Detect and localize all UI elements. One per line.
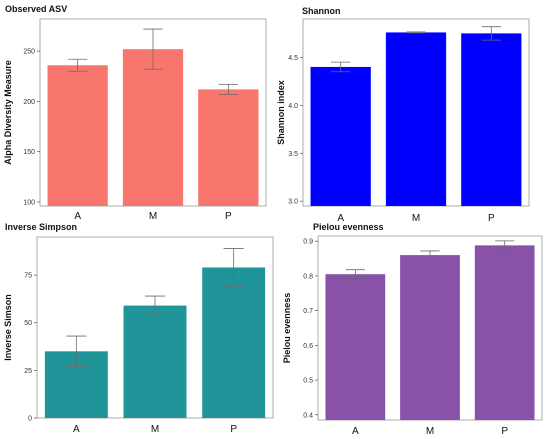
bar-P <box>202 267 266 418</box>
y-tick-label: 100 <box>23 199 35 206</box>
y-tick-label: 3.0 <box>288 199 298 206</box>
category-label: A <box>73 424 80 435</box>
panel-title: Inverse Simpson <box>5 222 77 232</box>
y-axis-label: Alpha Diversity Measure <box>3 60 13 165</box>
panel-title: Shannon <box>302 6 341 16</box>
y-tick-label: 0.8 <box>303 273 313 280</box>
bar-A <box>325 274 386 420</box>
y-tick-label: 3.5 <box>288 151 298 158</box>
bar-A <box>310 66 371 206</box>
y-tick-label: 25 <box>24 368 32 375</box>
y-tick-label: 250 <box>23 49 35 56</box>
y-tick-label: 0.5 <box>303 378 313 385</box>
category-label: P <box>501 426 508 437</box>
category-label: A <box>337 213 344 224</box>
y-tick-label: 0.6 <box>303 343 313 350</box>
panel-4: Pielou evenness Pielou evenness 0.4 0.5 0.6 0… <box>282 222 543 437</box>
y-tick-label: 0.7 <box>303 308 313 315</box>
category-label: P <box>488 213 495 224</box>
y-tick-label: 200 <box>23 99 35 106</box>
y-tick-label: 50 <box>24 320 32 327</box>
panel-2: Shannon Shannon index 3.0 3.5 4.0 4.5 A M P <box>276 6 530 224</box>
bar-P <box>461 33 522 207</box>
bar-M <box>123 305 187 418</box>
category-label: A <box>352 426 359 437</box>
y-tick-label: 4.0 <box>288 103 298 110</box>
category-label: M <box>412 213 420 224</box>
category-label: P <box>230 424 237 435</box>
bar-M <box>122 49 184 207</box>
y-axis-label: Inverse Simson <box>3 294 13 361</box>
y-axis-label: Shannon index <box>276 80 286 145</box>
bar-P <box>474 245 535 420</box>
bar-P <box>198 89 259 206</box>
y-axis-label: Pielou evenness <box>282 293 292 364</box>
bar-M <box>385 32 447 206</box>
panel-1: Observed ASV Alpha Diversity Measure 100 15… <box>3 4 267 222</box>
category-label: A <box>74 211 81 222</box>
category-label: M <box>151 424 159 435</box>
y-tick-label: 0.9 <box>303 239 313 246</box>
panel-3: Inverse Simpson Inverse Simson 0 25 50 75 A M P <box>3 222 274 435</box>
category-label: M <box>426 426 434 437</box>
category-label: M <box>149 211 157 222</box>
category-label: P <box>225 211 232 222</box>
y-tick-label: 0.4 <box>303 412 313 419</box>
bar-M <box>400 255 460 420</box>
y-tick-label: 75 <box>24 273 32 280</box>
panel-title: Pielou evenness <box>313 222 384 232</box>
y-tick-label: 150 <box>23 149 35 156</box>
y-tick-label: 0 <box>28 416 32 423</box>
y-tick-label: 4.5 <box>288 55 298 62</box>
bar-A <box>47 65 108 206</box>
panel-title: Observed ASV <box>5 4 67 14</box>
